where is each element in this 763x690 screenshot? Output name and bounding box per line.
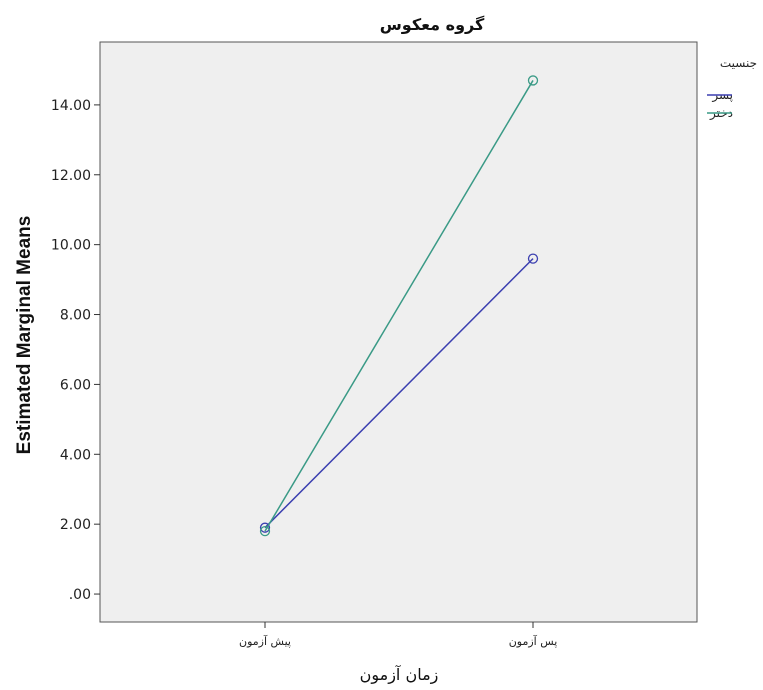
y-tick-label: 6.00 (60, 377, 91, 393)
x-tick-label: پیش آزمون (239, 634, 291, 648)
x-axis: پیش آزمون پس آزمون (239, 622, 557, 648)
data-point (259, 522, 271, 533)
data-point (527, 75, 539, 86)
x-axis-title: زمان آزمون (360, 665, 439, 685)
data-point (259, 526, 271, 537)
y-axis: .00 2.00 4.00 6.00 8.00 10.00 12.00 14.00 (51, 98, 100, 603)
y-tick-label: 4.00 (60, 447, 91, 463)
y-tick-label: 2.00 (60, 517, 91, 533)
y-tick-label: .00 (69, 587, 91, 603)
y-tick-label: 14.00 (51, 98, 91, 114)
plot-area (99, 41, 698, 623)
series-line (264, 258, 534, 529)
series-line (264, 80, 534, 532)
y-tick-label: 12.00 (51, 168, 91, 184)
y-tick-label: 8.00 (60, 308, 91, 324)
y-axis-title: Estimated Marginal Means (14, 216, 35, 455)
y-tick-label: 10.00 (51, 238, 91, 254)
data-point (527, 253, 539, 264)
legend-title: جنسیت (720, 56, 757, 70)
series-layer (259, 75, 539, 537)
x-tick-label: پس آزمون (509, 634, 558, 648)
chart-title: گروه معکوس (380, 15, 485, 34)
